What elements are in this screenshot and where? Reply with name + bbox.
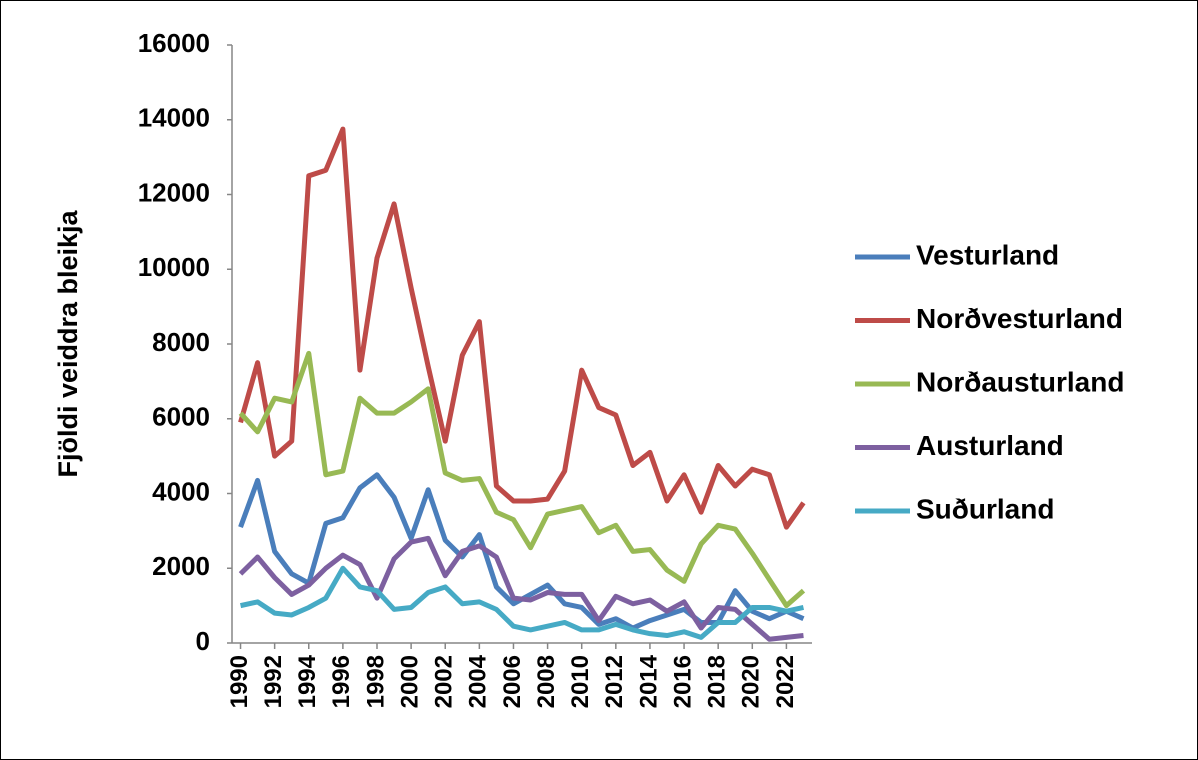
y-axis-label: Fjöldi veiddra bleikja [53, 209, 83, 477]
y-tick-label: 14000 [138, 103, 210, 133]
x-tick-label: 1996 [328, 655, 355, 708]
x-tick-label: 2004 [465, 654, 492, 708]
legend-label: Norðausturland [916, 366, 1124, 397]
series-line [238, 350, 806, 609]
y-tick-label: 4000 [152, 476, 210, 506]
x-tick-label: 2010 [567, 655, 594, 708]
y-tick-label: 6000 [152, 402, 210, 432]
x-tick-label: 2014 [635, 654, 662, 708]
y-tick-label: 12000 [138, 177, 210, 207]
x-tick-label: 2012 [601, 655, 628, 708]
x-tick-label: 2002 [431, 655, 458, 708]
y-tick-label: 2000 [152, 551, 210, 581]
x-tick-label: 2020 [738, 655, 765, 708]
x-tick-label: 1992 [260, 655, 287, 708]
y-tick-label: 8000 [152, 327, 210, 357]
y-tick-label: 16000 [138, 28, 210, 58]
x-tick-label: 1990 [226, 655, 253, 708]
x-tick-label: 2018 [704, 655, 731, 708]
x-tick-label: 2016 [669, 655, 696, 708]
x-tick-label: 2022 [772, 655, 799, 708]
x-tick-label: 2006 [499, 655, 526, 708]
x-tick-label: 1998 [362, 655, 389, 708]
legend-label: Suðurland [916, 493, 1054, 524]
series-line [239, 565, 805, 640]
legend-label: Norðvesturland [916, 303, 1123, 334]
x-tick-label: 1994 [294, 654, 321, 708]
legend-label: Austurland [916, 430, 1064, 461]
y-tick-label: 10000 [138, 252, 210, 282]
series-line [238, 535, 804, 642]
x-tick-label: 2000 [396, 655, 423, 708]
x-tick-label: 2008 [533, 655, 560, 708]
legend-label: Vesturland [916, 239, 1059, 270]
series-line [238, 126, 806, 530]
y-tick-label: 0 [196, 626, 210, 656]
